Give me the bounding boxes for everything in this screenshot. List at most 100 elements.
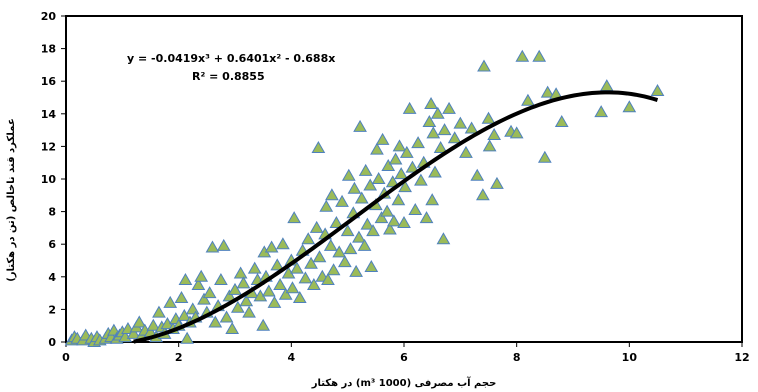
data-point <box>425 193 440 206</box>
data-point <box>337 255 352 268</box>
data-point <box>381 158 396 171</box>
data-point <box>424 97 438 110</box>
x-tick-label: 10 <box>622 351 638 364</box>
data-point <box>414 173 428 186</box>
data-point <box>405 160 420 173</box>
y-tick-label: 12 <box>41 140 56 153</box>
data-point <box>594 105 609 118</box>
data-point <box>163 295 178 308</box>
data-point <box>132 315 147 328</box>
data-point <box>470 168 485 181</box>
x-axis: 0 2 4 6 8 10 12 <box>62 342 750 364</box>
data-point <box>205 240 220 253</box>
data-point <box>464 121 479 134</box>
y-tick-label: 10 <box>41 173 57 186</box>
data-point <box>267 295 282 308</box>
data-point <box>402 101 417 114</box>
y-tick-label: 14 <box>41 108 57 121</box>
data-point <box>352 230 366 243</box>
data-point <box>233 266 248 279</box>
data-point <box>436 232 451 245</box>
data-point <box>433 141 448 154</box>
data-point <box>398 180 412 193</box>
data-point <box>650 83 665 96</box>
data-point <box>380 204 394 217</box>
x-tick-label: 0 <box>62 351 70 364</box>
data-point <box>323 238 338 251</box>
data-point <box>447 131 462 144</box>
data-point <box>276 237 290 250</box>
data-point <box>152 305 166 318</box>
data-point <box>341 168 356 181</box>
data-point <box>374 211 389 224</box>
data-point <box>219 310 234 323</box>
data-point <box>349 264 363 277</box>
data-point <box>487 127 501 140</box>
y-tick-label: 6 <box>48 238 56 251</box>
data-point <box>408 202 423 215</box>
data-point <box>278 287 293 300</box>
data-point <box>370 142 384 155</box>
data-point <box>216 238 231 251</box>
data-point <box>354 191 369 204</box>
data-point <box>264 240 279 253</box>
data-point <box>428 165 442 178</box>
data-point <box>476 188 490 201</box>
data-point <box>239 294 254 307</box>
data-point <box>290 261 304 274</box>
data-point <box>397 216 411 229</box>
data-point <box>180 331 194 344</box>
data-point <box>422 114 437 127</box>
data-point <box>321 273 335 286</box>
data-point <box>521 93 535 106</box>
x-tick-label: 2 <box>175 351 183 364</box>
data-point <box>340 224 355 237</box>
data-point <box>347 181 362 194</box>
data-point <box>357 238 372 251</box>
data-point <box>222 289 237 302</box>
data-point <box>371 171 386 184</box>
data-point <box>225 321 240 334</box>
data-point <box>411 136 425 149</box>
y-axis: 0 2 4 6 8 10 12 14 16 18 20 <box>41 10 66 349</box>
data-point <box>532 49 547 62</box>
data-point <box>364 260 379 273</box>
data-point <box>194 269 209 282</box>
data-point <box>247 261 262 274</box>
data-point <box>540 85 555 98</box>
data-point <box>287 211 302 224</box>
y-tick-label: 4 <box>48 271 56 284</box>
data-point <box>208 315 223 328</box>
data-point <box>353 119 367 132</box>
data-point <box>228 282 242 295</box>
data-point <box>394 167 409 180</box>
data-point <box>177 308 192 321</box>
data-point <box>273 277 287 290</box>
data-point <box>202 286 217 299</box>
x-tick-label: 8 <box>513 351 521 364</box>
data-point <box>430 106 445 119</box>
trendline-equation: y = -0.0419x³ + 0.6401x² - 0.688x <box>127 52 335 65</box>
data-point <box>312 250 327 263</box>
x-axis-title: حجم آب مصرفی (1000 m³) در هکتار <box>311 376 497 389</box>
data-point <box>309 220 324 233</box>
data-point <box>326 263 341 276</box>
data-point <box>622 100 637 113</box>
data-point <box>419 211 434 224</box>
data-point <box>358 163 373 176</box>
data-point <box>363 178 378 191</box>
x-tick-label: 6 <box>400 351 408 364</box>
x-tick-label: 4 <box>288 351 296 364</box>
data-point <box>307 277 321 290</box>
data-point <box>335 194 349 207</box>
y-tick-label: 16 <box>41 75 57 88</box>
data-point <box>332 245 347 258</box>
data-point <box>554 114 569 127</box>
y-tick-label: 8 <box>48 206 56 219</box>
data-point <box>481 111 496 124</box>
data-point <box>285 281 300 294</box>
data-point <box>399 145 414 158</box>
data-point <box>236 276 251 289</box>
data-point <box>453 116 468 129</box>
data-point <box>329 216 344 229</box>
